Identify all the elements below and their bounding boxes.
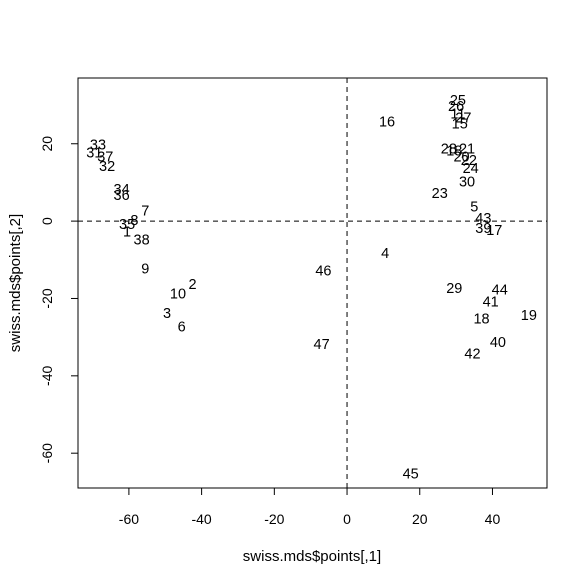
point-label: 25 [450,93,466,109]
x-tick-label: -40 [191,511,211,527]
point-label: 46 [315,263,331,279]
x-axis: -60 -40 -20 0 20 40 [119,487,501,527]
y-axis: -60 -40 -20 0 20 [39,136,79,463]
point-label: 29 [446,281,462,297]
point-label: 27 [455,111,471,127]
point-label: 18 [446,143,462,159]
point-label: 32 [99,159,115,175]
point-label: 33 [90,138,106,154]
x-tick-label: 40 [485,511,501,527]
point-label: 2 [188,277,196,293]
y-tick-label: 0 [39,217,55,225]
point-label: 15 [452,116,468,132]
point-label: 1 [123,225,131,241]
point-label: 47 [314,337,330,353]
point-label: 16 [379,114,395,130]
y-tick-label: -60 [39,443,55,463]
y-tick-label: -40 [39,365,55,385]
point-label: 6 [178,319,186,335]
point-label: 34 [114,182,130,198]
point-label: 39 [475,221,491,237]
point-label: 3 [163,306,171,322]
point-label: 23 [432,186,448,202]
plot-frame [77,77,548,489]
point-label: 5 [470,200,478,216]
point-label: 7 [141,203,149,219]
point-label: 24 [463,161,479,177]
point-label: 40 [490,335,506,351]
point-label: 31 [86,145,102,161]
point-label: 37 [97,149,113,165]
point-label: 21 [459,142,475,158]
point-label: 8 [130,213,138,229]
point-label: 26 [448,99,464,115]
point-label: 17 [486,223,502,239]
x-tick-label: -20 [264,511,284,527]
point-label: 9 [141,261,149,277]
point-label: 35 [119,217,135,233]
point-label: 30 [459,174,475,190]
point-label: 44 [492,283,508,299]
point-label: 45 [403,466,419,482]
point-label: 43 [475,211,491,227]
x-axis-title: swiss.mds$points[,1] [243,548,381,565]
point-label: 41 [483,294,499,310]
y-tick-label: -20 [39,288,55,308]
x-tick-label: -60 [119,511,139,527]
point-label: 36 [114,188,130,204]
point-label: 11 [450,107,465,123]
point-label: 20 [453,149,469,165]
x-tick-label: 20 [412,511,428,527]
point-label: 19 [521,308,537,324]
point-label: 4 [381,246,389,262]
point-label: 18 [473,312,489,328]
point-label: 10 [170,287,186,303]
y-axis-title: swiss.mds$points[,2] [7,214,24,352]
point-label: 22 [461,153,477,169]
point-label: 42 [464,347,480,363]
y-tick-label: 20 [39,136,55,152]
point-label: 28 [441,142,457,158]
x-tick-label: 0 [343,511,351,527]
point-label: 38 [134,232,150,248]
